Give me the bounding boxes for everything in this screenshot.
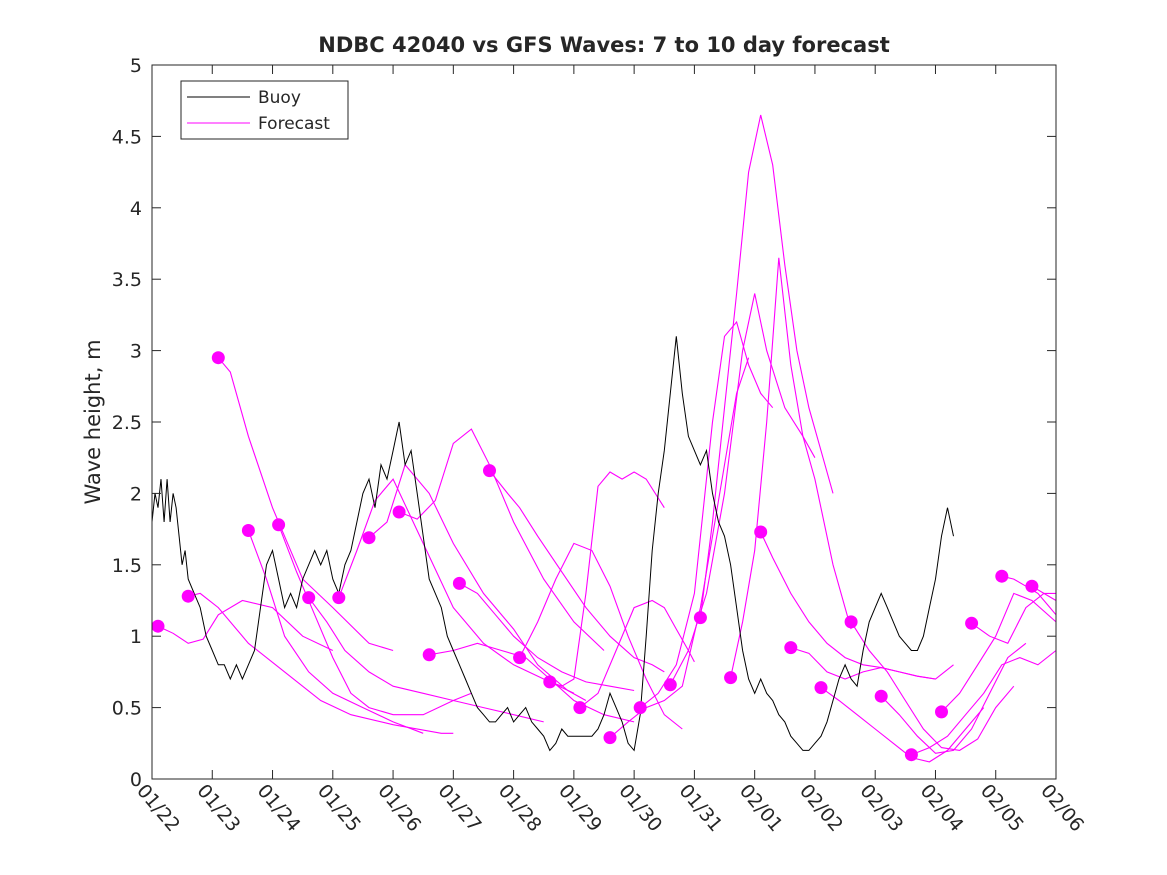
forecast-start-marker-13	[513, 651, 527, 665]
forecast-series-line-24	[850, 621, 1015, 751]
forecast-series-line-26	[911, 650, 1057, 756]
forecast-start-marker-27	[935, 705, 948, 719]
forecast-series-line-22	[790, 647, 954, 680]
marker-layer	[151, 351, 1039, 762]
forecast-start-marker-15	[573, 701, 587, 715]
forecast-start-marker-28	[965, 616, 979, 630]
y-tick-label-8: 4	[130, 198, 142, 220]
forecast-series-line-1	[157, 599, 334, 651]
legend: Buoy Forecast	[180, 80, 349, 140]
legend-label-forecast: Forecast	[258, 114, 330, 134]
forecast-series-line-13	[519, 542, 683, 730]
y-tick-label-10: 5	[130, 55, 142, 77]
forecast-start-marker-24	[844, 615, 858, 629]
forecast-start-marker-1	[151, 619, 165, 633]
buoy-series-line	[151, 336, 954, 752]
forecast-series-line-19	[699, 114, 834, 618]
forecast-series-line-28	[971, 592, 1056, 644]
forecast-start-marker-5	[272, 518, 286, 532]
forecast-series-line-4	[247, 530, 424, 734]
forecast-series-line-3	[217, 357, 394, 652]
forecast-start-marker-9	[392, 505, 406, 519]
forecast-start-marker-29	[995, 569, 1009, 583]
legend-label-buoy: Buoy	[258, 88, 301, 108]
y-tick-label-6: 3	[130, 341, 142, 363]
forecast-series-line-9	[398, 428, 605, 651]
forecast-start-marker-2	[181, 589, 195, 603]
legend-box	[180, 80, 349, 140]
forecast-start-marker-19	[693, 611, 707, 625]
y-tick-label-9: 4.5	[112, 126, 142, 148]
y-tick-label-5: 2.5	[112, 412, 142, 434]
forecast-start-marker-26	[904, 748, 918, 762]
y-tick-label-7: 3.5	[112, 269, 142, 291]
forecast-series-line-6	[308, 597, 544, 723]
forecast-series-line-20	[730, 257, 852, 678]
forecast-series-line-2	[188, 592, 454, 734]
forecast-series-line-15	[579, 599, 695, 709]
plot-area	[152, 65, 1056, 779]
forecast-start-marker-18	[663, 678, 677, 692]
forecast-start-marker-10	[422, 648, 436, 662]
forecast-start-marker-16	[603, 731, 617, 745]
y-tick-label-2: 1	[130, 626, 142, 648]
forecast-start-marker-17	[633, 701, 647, 715]
forecast-start-marker-30	[1025, 579, 1039, 593]
forecast-series-line-14	[549, 471, 665, 687]
forecast-start-marker-21	[754, 525, 768, 539]
chart-title: NDBC 42040 vs GFS Waves: 7 to 10 day for…	[318, 33, 889, 57]
forecast-series-line-17	[639, 320, 774, 709]
forecast-series-line-12	[489, 470, 665, 673]
forecast-start-marker-14	[543, 675, 557, 689]
y-tick-label-0: 0	[130, 769, 142, 791]
forecast-start-marker-22	[784, 641, 798, 655]
forecast-start-marker-12	[483, 464, 496, 478]
forecast-start-marker-11	[452, 576, 466, 590]
forecast-series-line-16	[609, 357, 750, 739]
forecast-series-line-23	[820, 687, 985, 763]
forecast-start-marker-20	[724, 671, 738, 685]
y-tick-label-4: 2	[130, 483, 142, 505]
forecast-start-marker-4	[241, 524, 255, 537]
forecast-start-marker-8	[362, 531, 376, 545]
forecast-series-line-7	[338, 478, 575, 694]
forecast-start-marker-25	[874, 689, 888, 703]
y-tick-label-3: 1.5	[112, 555, 142, 577]
forecast-series-line-27	[941, 592, 1057, 713]
y-axis-label: Wave height, m	[81, 339, 105, 504]
forecast-series-line-25	[880, 642, 1027, 754]
forecast-start-marker-3	[211, 351, 225, 365]
y-tick-label-1: 0.5	[112, 698, 142, 720]
forecast-start-marker-6	[302, 591, 316, 605]
forecast-start-marker-7	[332, 591, 346, 605]
forecast-start-marker-23	[814, 681, 828, 695]
